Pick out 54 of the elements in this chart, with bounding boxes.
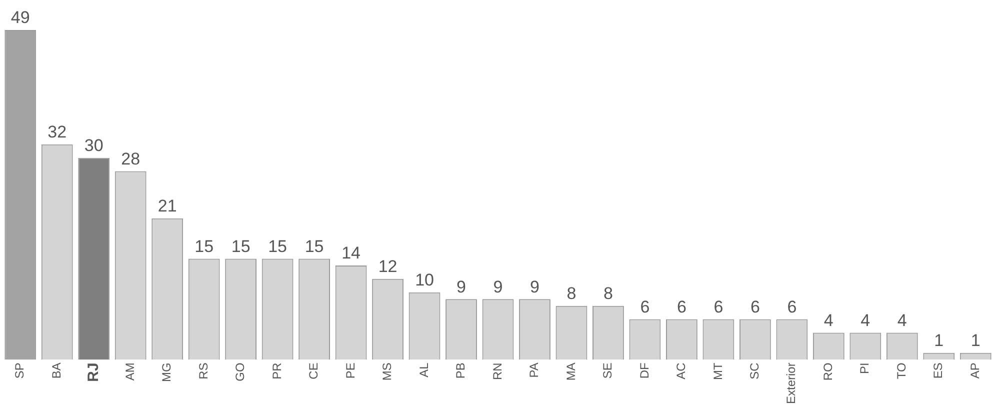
data-label: 15 bbox=[231, 236, 250, 256]
x-tick-label: MS bbox=[380, 362, 394, 381]
data-label: 1 bbox=[970, 331, 980, 350]
x-tick-label: AC bbox=[674, 362, 688, 380]
data-label: 15 bbox=[268, 236, 288, 256]
data-label: 6 bbox=[750, 297, 760, 316]
data-label: 6 bbox=[640, 297, 650, 316]
x-tick-label: PA bbox=[527, 362, 542, 378]
data-label: 49 bbox=[10, 8, 30, 28]
data-label: 28 bbox=[121, 149, 140, 168]
x-tick-label: PB bbox=[454, 362, 468, 379]
x-tick-label: RJ bbox=[84, 362, 102, 382]
x-tick-label: DF bbox=[637, 362, 652, 379]
x-tick-label: PE bbox=[343, 362, 358, 379]
x-tick-label: CE bbox=[306, 362, 321, 380]
x-tick-label: TO bbox=[894, 362, 908, 380]
data-label: 6 bbox=[787, 297, 797, 316]
data-label: 6 bbox=[676, 297, 686, 316]
x-tick-label: SP bbox=[12, 362, 27, 379]
x-tick-label: Exterior bbox=[784, 362, 798, 404]
x-tick-label: RN bbox=[490, 362, 504, 380]
x-tick-label: AL bbox=[416, 362, 431, 378]
data-label: 30 bbox=[84, 136, 104, 156]
x-tick-label: RO bbox=[820, 362, 835, 381]
x-tick-label: BA bbox=[49, 362, 64, 379]
x-tick-label: AM bbox=[122, 362, 137, 381]
data-label: 4 bbox=[824, 310, 834, 330]
x-tick-label: RS bbox=[196, 362, 210, 380]
data-label: 9 bbox=[456, 277, 466, 296]
data-label: 32 bbox=[48, 122, 67, 142]
data-label: 8 bbox=[603, 284, 613, 304]
x-tick-label: SC bbox=[748, 362, 762, 380]
data-label: 12 bbox=[378, 257, 398, 276]
data-label: 15 bbox=[304, 236, 324, 256]
data-label: 4 bbox=[860, 310, 870, 330]
data-label: 21 bbox=[158, 196, 177, 216]
data-label: 10 bbox=[415, 270, 434, 290]
data-label: 6 bbox=[714, 297, 724, 316]
x-tick-label: AP bbox=[968, 362, 982, 379]
x-tick-label: ES bbox=[931, 362, 946, 379]
x-tick-label: SE bbox=[600, 362, 615, 379]
data-label: 15 bbox=[194, 236, 214, 256]
x-tick-label: MT bbox=[710, 362, 725, 380]
data-label: 9 bbox=[530, 277, 540, 296]
data-label: 14 bbox=[342, 244, 360, 263]
data-label: 4 bbox=[897, 310, 907, 330]
x-tick-label: MG bbox=[160, 362, 174, 382]
x-tick-label: GO bbox=[233, 362, 248, 382]
x-tick-label: PI bbox=[858, 362, 872, 374]
data-label: 8 bbox=[566, 284, 576, 304]
data-label: 9 bbox=[493, 277, 503, 296]
x-tick-label: PR bbox=[270, 362, 284, 380]
x-tick-label: MA bbox=[564, 362, 578, 381]
data-label: 1 bbox=[934, 331, 944, 350]
